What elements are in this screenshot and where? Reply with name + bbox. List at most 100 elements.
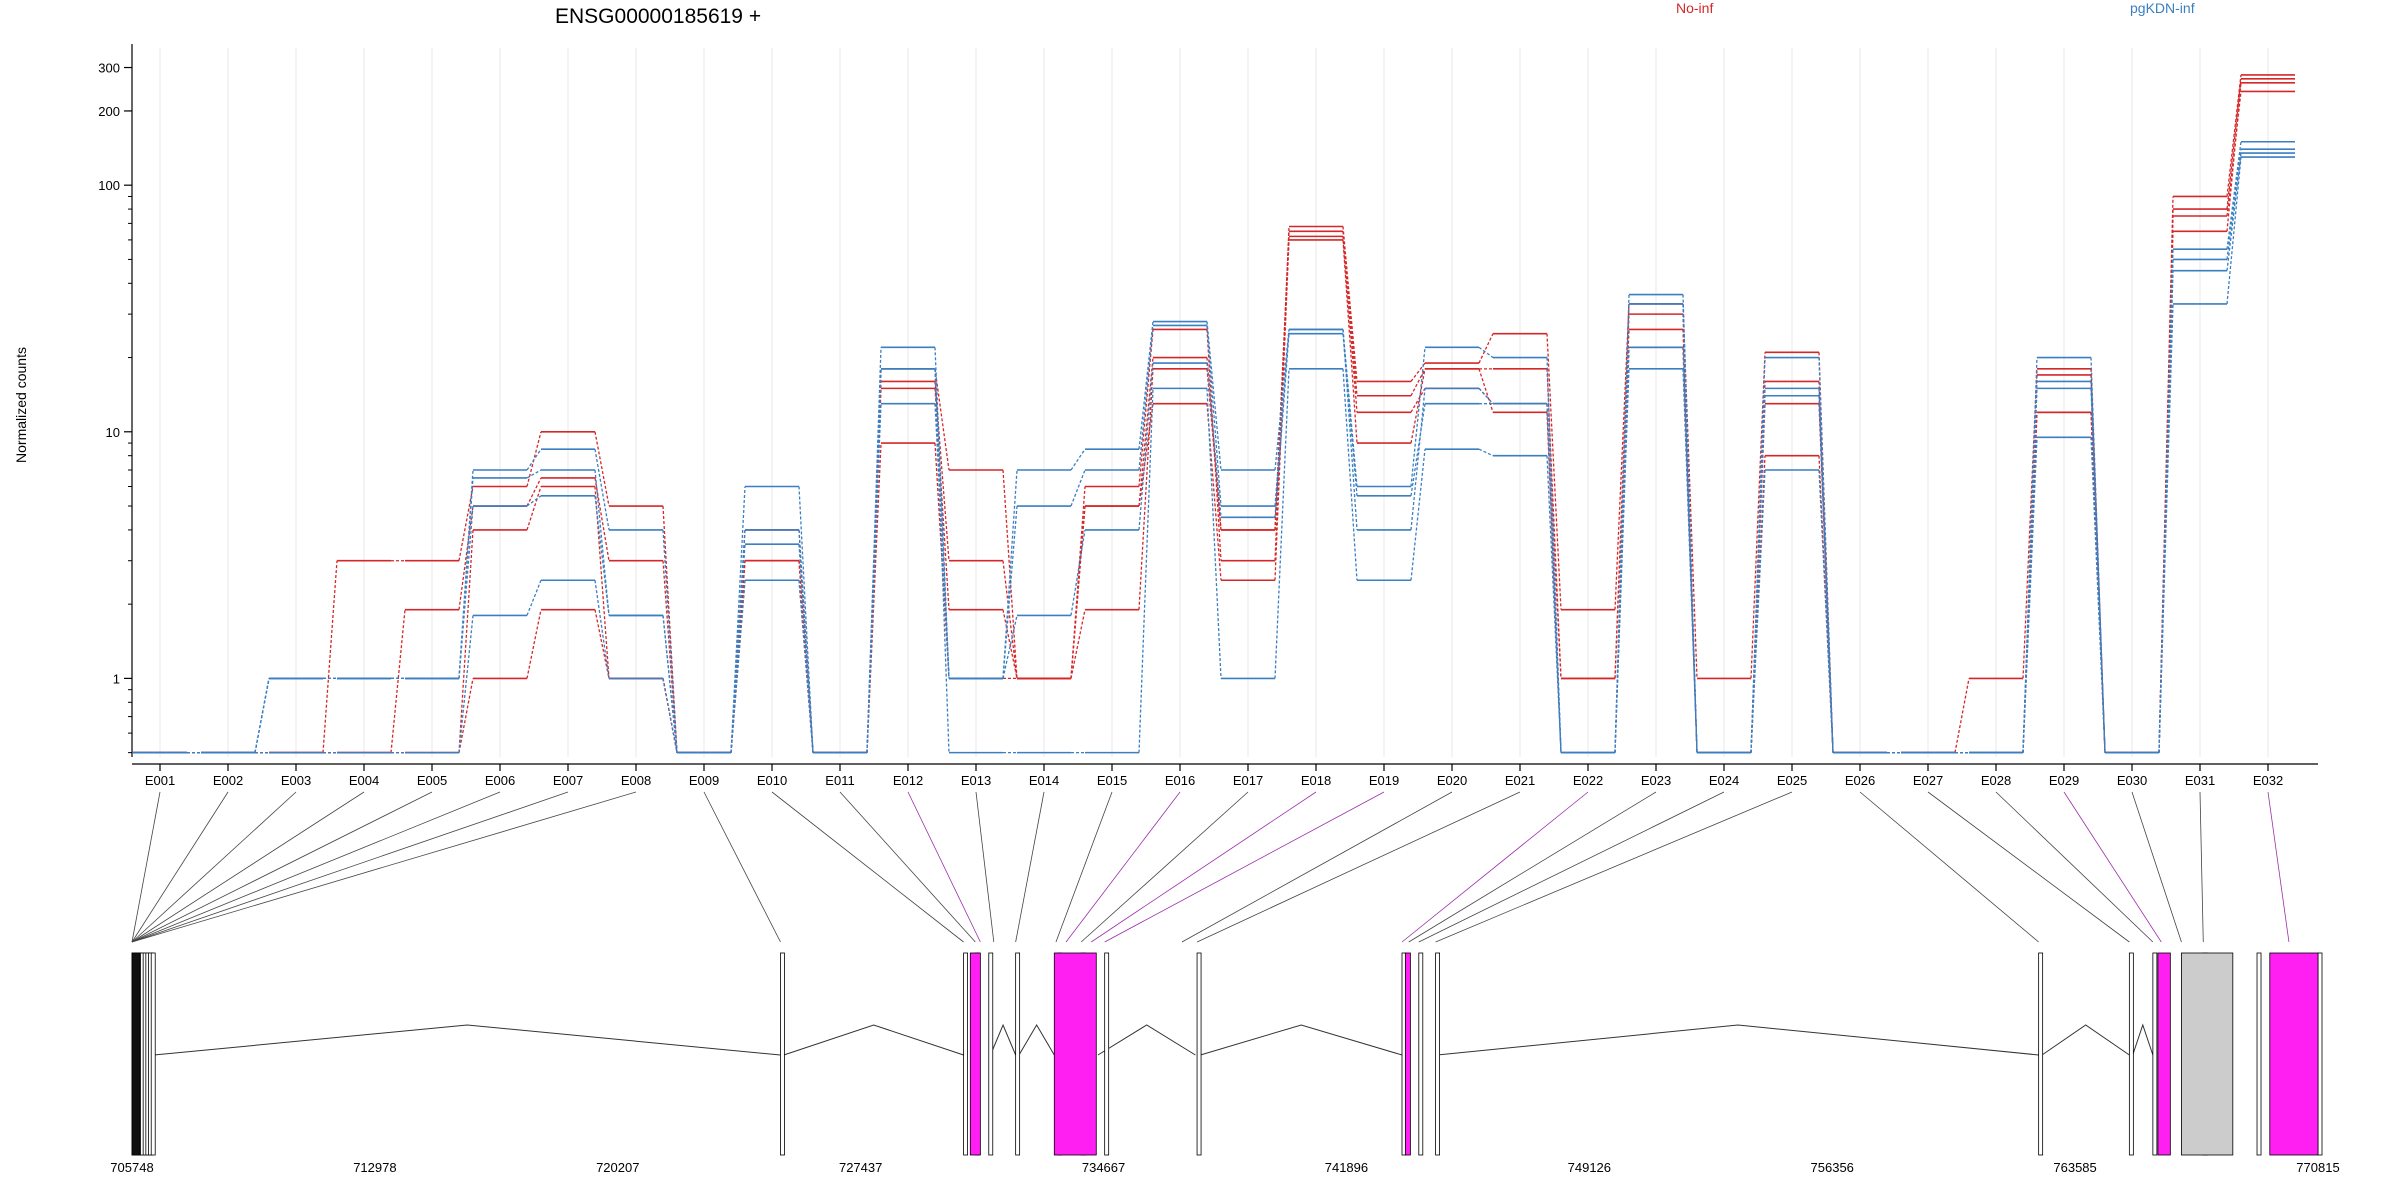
chart-title: ENSG00000185619 + [555, 5, 761, 28]
x-tick-label: E031 [2185, 773, 2215, 788]
series-connector [1750, 395, 1766, 753]
exon-connector [131, 791, 637, 943]
series-connector [1070, 609, 1086, 679]
series-connector [1002, 505, 1018, 679]
x-tick-label: E002 [213, 773, 243, 788]
intron-line [153, 1024, 781, 1056]
series-connector [662, 560, 678, 753]
series-connector [2226, 149, 2242, 260]
exon-connector [1408, 791, 1657, 943]
x-tick-label: E011 [825, 773, 854, 788]
series-connector [1206, 403, 1222, 581]
series-connector [1274, 236, 1290, 530]
series-connector [594, 609, 610, 679]
series-connector [1274, 333, 1290, 518]
series-connector [2226, 152, 2242, 271]
series-connector [458, 505, 474, 679]
series-connector [1138, 329, 1154, 487]
series-connector [1002, 615, 1018, 679]
series-connector [1410, 403, 1426, 496]
x-tick-label: E008 [621, 773, 651, 788]
x-tick-label: E019 [1369, 773, 1399, 788]
genomic-tick-label: 727437 [839, 1160, 882, 1175]
x-tick-label: E015 [1097, 773, 1127, 788]
exon-connector [839, 791, 976, 943]
series-connector [390, 609, 406, 753]
series-connector [2022, 388, 2038, 753]
exon-connector [131, 791, 501, 943]
series-connector [1478, 387, 1494, 405]
series-connector [1546, 333, 1562, 610]
exon-connector [703, 791, 781, 943]
series-connector [594, 477, 610, 561]
series-connector [2158, 215, 2174, 753]
y-tick-label: 200 [98, 104, 120, 119]
series-connector [2022, 368, 2038, 679]
series-connector [594, 431, 610, 507]
series-connector [1750, 469, 1766, 753]
intron-line [989, 1023, 1017, 1056]
series-connector [526, 609, 542, 679]
exon-box-highlight [2157, 952, 2171, 1156]
genomic-tick-label: 763585 [2053, 1160, 2096, 1175]
series-connector [866, 403, 882, 753]
exon-connector [2131, 791, 2182, 943]
series-connector [2090, 381, 2106, 753]
series-connector [1342, 333, 1358, 496]
series-connector [1138, 403, 1154, 507]
exon-connector [907, 791, 981, 943]
x-tick-label: E022 [1573, 773, 1603, 788]
series-connector [2226, 74, 2242, 197]
intron-line [1200, 1024, 1403, 1056]
x-tick-label: E005 [417, 773, 447, 788]
x-tick-label: E001 [145, 773, 175, 788]
exon-cluster-start [131, 952, 141, 1156]
exon-box [963, 952, 968, 1156]
series-connector [866, 368, 882, 753]
series-connector [1206, 362, 1222, 518]
series-connector [934, 368, 950, 753]
series-connector [1410, 388, 1426, 530]
exon-box [1015, 952, 1021, 1156]
series-connector [934, 368, 950, 471]
x-tick-label: E029 [2049, 773, 2079, 788]
exon-connector [1015, 791, 1045, 943]
x-tick-label: E032 [2253, 773, 2283, 788]
exon-box-highlight [1404, 952, 1411, 1156]
series-connector [594, 580, 610, 679]
series-connector [1070, 486, 1086, 679]
intron-line [2041, 1024, 2130, 1056]
series-connector [1478, 448, 1494, 457]
series-connector [1342, 329, 1358, 530]
series-connector [1478, 368, 1494, 413]
y-tick-label: 300 [98, 61, 120, 76]
series-connector [1682, 368, 1698, 753]
series-connector [1818, 388, 1834, 753]
series-connector [1410, 347, 1426, 487]
exon-box [780, 952, 785, 1156]
exon-connector [1927, 791, 2130, 943]
series-connector [526, 469, 542, 479]
exon-connector [131, 791, 161, 943]
exon-box-highlight [1053, 952, 1097, 1156]
series-connector [526, 486, 542, 531]
series-connector [1546, 403, 1562, 753]
series-connector [934, 347, 950, 679]
exon-connector [1401, 791, 1589, 943]
series-connector [798, 486, 814, 753]
legend-no-inf: No-inf [1676, 0, 1713, 16]
series-connector [1274, 329, 1290, 507]
series-connector [458, 678, 474, 753]
series-connector [1138, 325, 1154, 471]
exon-box-highlight [969, 952, 981, 1156]
series-connector [730, 486, 746, 753]
exon-connectors [131, 791, 2290, 943]
exon-connector [2063, 791, 2162, 943]
series-connector [2226, 91, 2242, 217]
gene-model: 705748 712978 720207 727437 734667 741896 7491… [110, 952, 2340, 1175]
genomic-tick-label: 712978 [353, 1160, 396, 1175]
x-tick-label: E009 [689, 773, 719, 788]
series-connector [526, 477, 542, 507]
series-connector [1138, 368, 1154, 610]
